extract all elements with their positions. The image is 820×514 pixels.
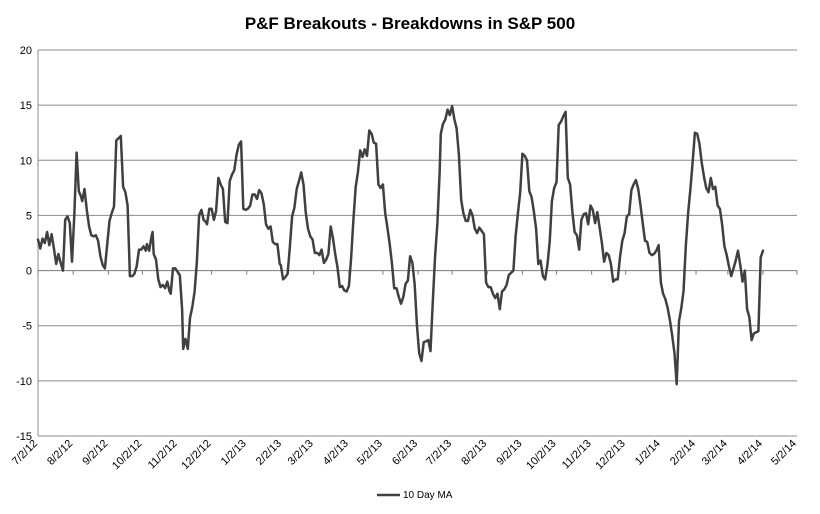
series-line-0 [36, 104, 765, 386]
y-tick-label: -15 [16, 431, 32, 443]
y-tick-label: 20 [20, 45, 32, 57]
chart-title: P&F Breakouts - Breakdowns in S&P 500 [245, 14, 575, 33]
legend-label: 10 Day MA [403, 490, 453, 501]
y-tick-label: -5 [22, 321, 32, 333]
y-axis-tick-labels: -15 -10 -5 0 5 10 15 20 [16, 45, 32, 443]
y-tick-label: -10 [16, 376, 32, 388]
y-tick-label: 0 [26, 266, 32, 278]
series-lines [36, 104, 765, 386]
y-tick-label: 5 [26, 210, 32, 222]
y-tick-label: 10 [20, 155, 32, 167]
y-tick-label: 15 [20, 100, 32, 112]
legend: 10 Day MA [377, 490, 453, 501]
